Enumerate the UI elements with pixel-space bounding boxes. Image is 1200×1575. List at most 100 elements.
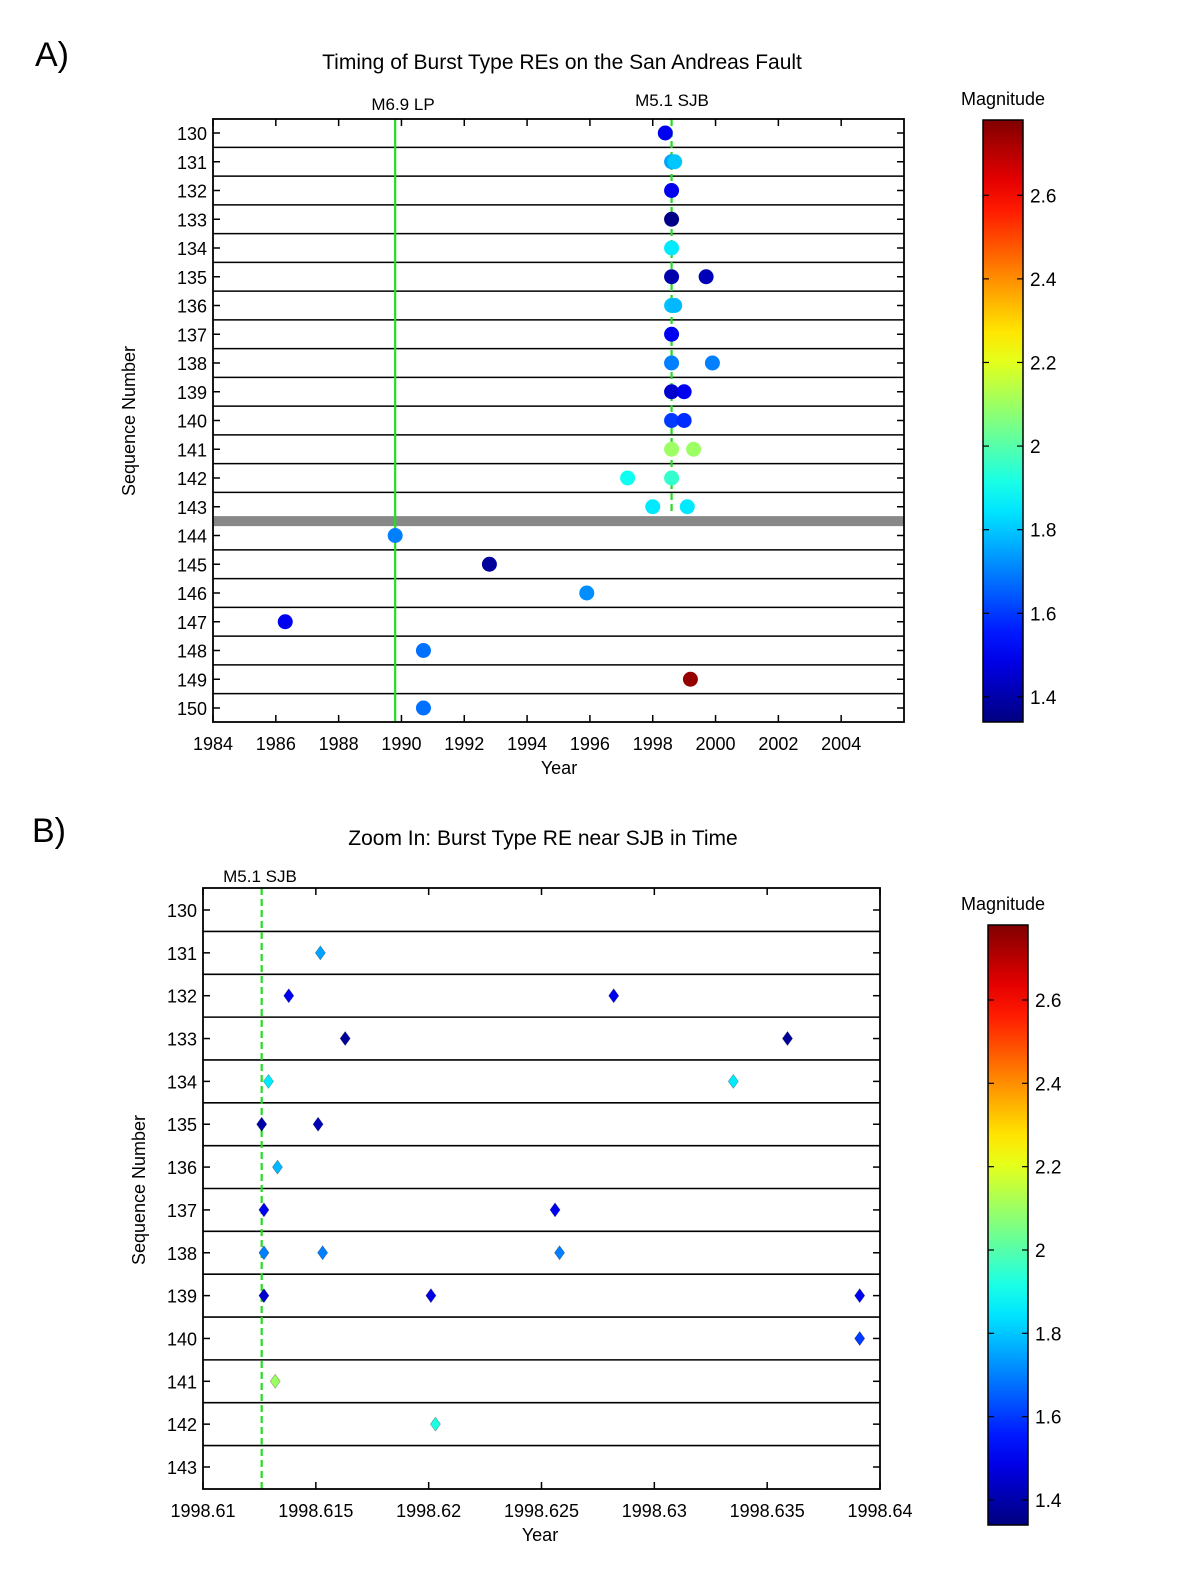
x-tick-label: 1988 bbox=[319, 734, 359, 754]
data-point bbox=[277, 614, 293, 630]
panel-a-event-label-sjb: M5.1 SJB bbox=[635, 91, 709, 110]
x-tick-label: 1996 bbox=[570, 734, 610, 754]
data-point bbox=[657, 125, 673, 141]
data-point bbox=[854, 1288, 866, 1304]
colorbar-tick-label: 2 bbox=[1035, 1241, 1046, 1262]
x-tick-label: 1994 bbox=[507, 734, 547, 754]
data-point bbox=[676, 413, 692, 428]
data-point bbox=[608, 988, 620, 1004]
data-point bbox=[258, 1245, 270, 1261]
panel-a: A) Timing of Burst Type REs on the San A… bbox=[35, 36, 1057, 778]
x-tick-label: 1990 bbox=[381, 734, 421, 754]
x-tick-label: 1998.62 bbox=[396, 1501, 461, 1521]
separator-band bbox=[213, 516, 904, 527]
y-tick-label: 133 bbox=[167, 1030, 197, 1050]
data-point bbox=[415, 643, 431, 658]
data-point bbox=[425, 1288, 437, 1304]
y-tick-label: 130 bbox=[177, 124, 207, 144]
y-tick-label: 142 bbox=[177, 469, 207, 489]
data-point bbox=[549, 1202, 561, 1218]
y-tick-label: 130 bbox=[167, 901, 197, 921]
y-tick-label: 148 bbox=[177, 642, 207, 662]
panel-a-event-label-lp: M6.9 LP bbox=[371, 95, 434, 114]
y-tick-label: 136 bbox=[167, 1158, 197, 1178]
data-point bbox=[664, 441, 680, 457]
y-tick-label: 149 bbox=[177, 670, 207, 690]
data-point bbox=[664, 211, 680, 227]
y-tick-label: 134 bbox=[177, 239, 207, 259]
colorbar-tick-label: 1.4 bbox=[1030, 688, 1057, 709]
y-tick-label: 150 bbox=[177, 699, 207, 719]
y-tick-label: 140 bbox=[177, 412, 207, 432]
data-point bbox=[667, 154, 683, 170]
y-tick-label: 138 bbox=[177, 354, 207, 374]
colorbar-tick-label: 1.4 bbox=[1035, 1491, 1062, 1512]
data-point bbox=[263, 1073, 274, 1089]
y-tick-label: 136 bbox=[177, 297, 207, 317]
data-point bbox=[272, 1159, 283, 1175]
data-point bbox=[676, 384, 692, 400]
panel-b-label: B) bbox=[32, 812, 66, 850]
data-point bbox=[258, 1202, 270, 1218]
colorbar-tick-label: 2.6 bbox=[1035, 991, 1061, 1012]
y-tick-label: 132 bbox=[177, 182, 207, 202]
panel-b-colorbar-label: Magnitude bbox=[961, 894, 1045, 914]
plot-frame bbox=[212, 118, 905, 723]
data-point bbox=[679, 499, 695, 515]
y-tick-label: 135 bbox=[167, 1115, 197, 1135]
data-point bbox=[269, 1373, 281, 1389]
x-tick-label: 1998.615 bbox=[278, 1501, 353, 1521]
data-point bbox=[664, 355, 680, 371]
data-point bbox=[481, 556, 497, 572]
y-tick-label: 140 bbox=[167, 1329, 197, 1349]
y-tick-label: 134 bbox=[167, 1072, 197, 1092]
colorbar-tick-label: 1.6 bbox=[1035, 1408, 1061, 1429]
colorbar-tick-label: 2.4 bbox=[1035, 1074, 1062, 1095]
x-tick-label: 1992 bbox=[444, 734, 484, 754]
x-tick-label: 2000 bbox=[696, 734, 736, 754]
data-point bbox=[620, 470, 636, 486]
panel-b-plot-area: 130 131 132 133 134 135 136 137 138 139 140 141 142 1… bbox=[167, 887, 913, 1521]
panel-a-colorbar: 1.4 1.6 1.8 2 2.2 2.4 2.6 bbox=[982, 119, 1057, 723]
data-point bbox=[387, 528, 403, 543]
colorbar-tick-label: 1.8 bbox=[1030, 521, 1056, 542]
data-point bbox=[782, 1031, 793, 1047]
panel-b: B) Zoom In: Burst Type RE near SJB in Ti… bbox=[32, 812, 1062, 1545]
data-point bbox=[727, 1073, 739, 1089]
panel-a-x-axis-label: Year bbox=[541, 758, 577, 778]
data-point bbox=[256, 1116, 268, 1132]
y-tick-label: 131 bbox=[177, 153, 207, 173]
data-point bbox=[682, 671, 698, 687]
y-tick-label: 143 bbox=[167, 1458, 197, 1478]
y-tick-label: 143 bbox=[177, 498, 207, 518]
panel-b-y-axis-label: Sequence Number bbox=[129, 1115, 149, 1265]
data-point bbox=[854, 1330, 866, 1346]
x-tick-label: 1998.635 bbox=[730, 1501, 805, 1521]
x-tick-label: 2002 bbox=[758, 734, 798, 754]
data-point bbox=[704, 355, 720, 371]
panel-b-title: Zoom In: Burst Type RE near SJB in Time bbox=[348, 827, 737, 850]
data-point bbox=[667, 298, 683, 313]
colorbar-tick-label: 1.6 bbox=[1030, 604, 1056, 625]
x-tick-label: 1984 bbox=[193, 734, 233, 754]
panel-a-plot-area: 130 131 132 133 134 135 136 137 138 139 140 141 142 1… bbox=[177, 118, 905, 754]
data-point bbox=[664, 326, 680, 342]
y-tick-label: 137 bbox=[177, 325, 207, 345]
colorbar-scale bbox=[987, 924, 1029, 1526]
y-tick-label: 133 bbox=[177, 210, 207, 230]
data-point bbox=[554, 1245, 565, 1261]
colorbar-tick-label: 2.2 bbox=[1035, 1158, 1061, 1179]
data-point bbox=[664, 413, 680, 428]
y-tick-label: 144 bbox=[177, 527, 207, 547]
x-tick-label: 1998.625 bbox=[504, 1501, 579, 1521]
panel-b-event-label-sjb: M5.1 SJB bbox=[223, 867, 297, 886]
data-point bbox=[664, 269, 680, 285]
x-tick-label: 1986 bbox=[256, 734, 296, 754]
data-point bbox=[415, 700, 431, 716]
panel-b-x-axis-label: Year bbox=[522, 1525, 558, 1545]
y-tick-label: 141 bbox=[167, 1372, 197, 1392]
data-point bbox=[258, 1288, 270, 1304]
panel-a-label: A) bbox=[35, 36, 69, 74]
data-point bbox=[283, 988, 295, 1004]
